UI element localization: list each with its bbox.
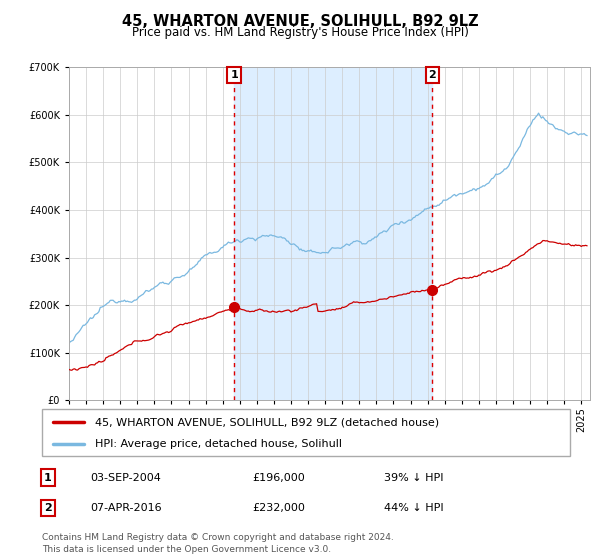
Text: 2: 2 [428, 70, 436, 80]
Text: 39% ↓ HPI: 39% ↓ HPI [384, 473, 443, 483]
Text: 1: 1 [44, 473, 52, 483]
Text: 07-APR-2016: 07-APR-2016 [90, 503, 161, 513]
Text: 03-SEP-2004: 03-SEP-2004 [90, 473, 161, 483]
FancyBboxPatch shape [42, 409, 570, 456]
Text: 44% ↓ HPI: 44% ↓ HPI [384, 503, 443, 513]
Text: £196,000: £196,000 [252, 473, 305, 483]
Text: HPI: Average price, detached house, Solihull: HPI: Average price, detached house, Soli… [95, 438, 342, 449]
Text: 2: 2 [44, 503, 52, 513]
Text: Contains HM Land Registry data © Crown copyright and database right 2024.
This d: Contains HM Land Registry data © Crown c… [42, 533, 394, 554]
Text: £232,000: £232,000 [252, 503, 305, 513]
Text: 1: 1 [230, 70, 238, 80]
Bar [234, 67, 432, 400]
Text: 45, WHARTON AVENUE, SOLIHULL, B92 9LZ: 45, WHARTON AVENUE, SOLIHULL, B92 9LZ [122, 14, 478, 29]
Text: 45, WHARTON AVENUE, SOLIHULL, B92 9LZ (detached house): 45, WHARTON AVENUE, SOLIHULL, B92 9LZ (d… [95, 417, 439, 427]
Text: Price paid vs. HM Land Registry's House Price Index (HPI): Price paid vs. HM Land Registry's House … [131, 26, 469, 39]
